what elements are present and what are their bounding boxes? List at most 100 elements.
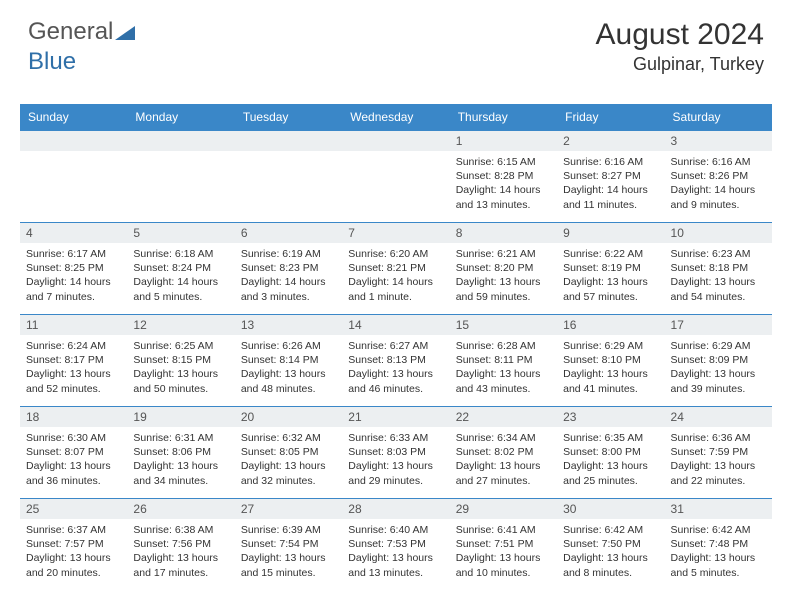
calendar-day-cell: 16Sunrise: 6:29 AMSunset: 8:10 PMDayligh…	[557, 315, 664, 407]
day-info: Sunrise: 6:17 AMSunset: 8:25 PMDaylight:…	[20, 243, 127, 306]
day-info: Sunrise: 6:42 AMSunset: 7:50 PMDaylight:…	[557, 519, 664, 582]
day-info: Sunrise: 6:39 AMSunset: 7:54 PMDaylight:…	[235, 519, 342, 582]
calendar-day-cell: 18Sunrise: 6:30 AMSunset: 8:07 PMDayligh…	[20, 407, 127, 499]
day-info: Sunrise: 6:34 AMSunset: 8:02 PMDaylight:…	[450, 427, 557, 490]
day-number-bar	[235, 131, 342, 151]
calendar-week-row: 11Sunrise: 6:24 AMSunset: 8:17 PMDayligh…	[20, 315, 772, 407]
calendar-day-cell: 24Sunrise: 6:36 AMSunset: 7:59 PMDayligh…	[665, 407, 772, 499]
calendar-day-cell: 31Sunrise: 6:42 AMSunset: 7:48 PMDayligh…	[665, 499, 772, 591]
calendar-day-cell: 27Sunrise: 6:39 AMSunset: 7:54 PMDayligh…	[235, 499, 342, 591]
day-info: Sunrise: 6:35 AMSunset: 8:00 PMDaylight:…	[557, 427, 664, 490]
day-number: 9	[557, 223, 664, 243]
calendar-table: SundayMondayTuesdayWednesdayThursdayFrid…	[20, 104, 772, 591]
calendar-day-cell	[235, 131, 342, 223]
day-info: Sunrise: 6:38 AMSunset: 7:56 PMDaylight:…	[127, 519, 234, 582]
day-number: 17	[665, 315, 772, 335]
calendar-week-row: 25Sunrise: 6:37 AMSunset: 7:57 PMDayligh…	[20, 499, 772, 591]
day-info: Sunrise: 6:29 AMSunset: 8:10 PMDaylight:…	[557, 335, 664, 398]
day-number: 16	[557, 315, 664, 335]
day-info: Sunrise: 6:28 AMSunset: 8:11 PMDaylight:…	[450, 335, 557, 398]
day-info: Sunrise: 6:31 AMSunset: 8:06 PMDaylight:…	[127, 427, 234, 490]
calendar-day-cell: 30Sunrise: 6:42 AMSunset: 7:50 PMDayligh…	[557, 499, 664, 591]
column-header: Friday	[557, 104, 664, 131]
calendar-day-cell: 14Sunrise: 6:27 AMSunset: 8:13 PMDayligh…	[342, 315, 449, 407]
calendar-day-cell: 29Sunrise: 6:41 AMSunset: 7:51 PMDayligh…	[450, 499, 557, 591]
calendar-head: SundayMondayTuesdayWednesdayThursdayFrid…	[20, 104, 772, 131]
day-number-bar	[20, 131, 127, 151]
calendar-day-cell	[20, 131, 127, 223]
calendar-day-cell: 17Sunrise: 6:29 AMSunset: 8:09 PMDayligh…	[665, 315, 772, 407]
day-info: Sunrise: 6:16 AMSunset: 8:27 PMDaylight:…	[557, 151, 664, 214]
day-number: 3	[665, 131, 772, 151]
day-number: 10	[665, 223, 772, 243]
day-number: 27	[235, 499, 342, 519]
day-info: Sunrise: 6:32 AMSunset: 8:05 PMDaylight:…	[235, 427, 342, 490]
calendar-day-cell: 13Sunrise: 6:26 AMSunset: 8:14 PMDayligh…	[235, 315, 342, 407]
day-number: 8	[450, 223, 557, 243]
day-number: 24	[665, 407, 772, 427]
day-info: Sunrise: 6:36 AMSunset: 7:59 PMDaylight:…	[665, 427, 772, 490]
day-number: 26	[127, 499, 234, 519]
calendar-day-cell: 11Sunrise: 6:24 AMSunset: 8:17 PMDayligh…	[20, 315, 127, 407]
day-number: 20	[235, 407, 342, 427]
day-number: 14	[342, 315, 449, 335]
day-number: 2	[557, 131, 664, 151]
column-header: Tuesday	[235, 104, 342, 131]
calendar-day-cell	[342, 131, 449, 223]
calendar-day-cell: 8Sunrise: 6:21 AMSunset: 8:20 PMDaylight…	[450, 223, 557, 315]
day-number: 22	[450, 407, 557, 427]
day-info: Sunrise: 6:26 AMSunset: 8:14 PMDaylight:…	[235, 335, 342, 398]
day-number-bar	[342, 131, 449, 151]
day-info: Sunrise: 6:16 AMSunset: 8:26 PMDaylight:…	[665, 151, 772, 214]
day-number: 19	[127, 407, 234, 427]
day-info: Sunrise: 6:24 AMSunset: 8:17 PMDaylight:…	[20, 335, 127, 398]
day-number: 25	[20, 499, 127, 519]
day-number: 12	[127, 315, 234, 335]
calendar-day-cell: 22Sunrise: 6:34 AMSunset: 8:02 PMDayligh…	[450, 407, 557, 499]
day-number: 13	[235, 315, 342, 335]
day-info: Sunrise: 6:37 AMSunset: 7:57 PMDaylight:…	[20, 519, 127, 582]
day-number: 18	[20, 407, 127, 427]
day-number: 1	[450, 131, 557, 151]
calendar-day-cell: 2Sunrise: 6:16 AMSunset: 8:27 PMDaylight…	[557, 131, 664, 223]
page-subtitle: Gulpinar, Turkey	[596, 54, 764, 75]
day-number: 6	[235, 223, 342, 243]
day-info: Sunrise: 6:25 AMSunset: 8:15 PMDaylight:…	[127, 335, 234, 398]
day-info: Sunrise: 6:30 AMSunset: 8:07 PMDaylight:…	[20, 427, 127, 490]
column-header: Wednesday	[342, 104, 449, 131]
day-info: Sunrise: 6:20 AMSunset: 8:21 PMDaylight:…	[342, 243, 449, 306]
day-info: Sunrise: 6:18 AMSunset: 8:24 PMDaylight:…	[127, 243, 234, 306]
calendar-week-row: 18Sunrise: 6:30 AMSunset: 8:07 PMDayligh…	[20, 407, 772, 499]
calendar-day-cell: 15Sunrise: 6:28 AMSunset: 8:11 PMDayligh…	[450, 315, 557, 407]
day-number: 11	[20, 315, 127, 335]
day-number: 7	[342, 223, 449, 243]
day-info: Sunrise: 6:21 AMSunset: 8:20 PMDaylight:…	[450, 243, 557, 306]
column-header: Saturday	[665, 104, 772, 131]
day-info: Sunrise: 6:22 AMSunset: 8:19 PMDaylight:…	[557, 243, 664, 306]
calendar-day-cell: 9Sunrise: 6:22 AMSunset: 8:19 PMDaylight…	[557, 223, 664, 315]
calendar-body: 1Sunrise: 6:15 AMSunset: 8:28 PMDaylight…	[20, 131, 772, 591]
column-header: Sunday	[20, 104, 127, 131]
calendar-day-cell: 19Sunrise: 6:31 AMSunset: 8:06 PMDayligh…	[127, 407, 234, 499]
day-info: Sunrise: 6:29 AMSunset: 8:09 PMDaylight:…	[665, 335, 772, 398]
logo-text-1: General	[28, 18, 113, 45]
logo-text-2: Blue	[28, 48, 76, 75]
day-number: 30	[557, 499, 664, 519]
calendar-day-cell: 25Sunrise: 6:37 AMSunset: 7:57 PMDayligh…	[20, 499, 127, 591]
calendar-day-cell: 12Sunrise: 6:25 AMSunset: 8:15 PMDayligh…	[127, 315, 234, 407]
calendar-day-cell: 23Sunrise: 6:35 AMSunset: 8:00 PMDayligh…	[557, 407, 664, 499]
calendar-day-cell: 7Sunrise: 6:20 AMSunset: 8:21 PMDaylight…	[342, 223, 449, 315]
calendar-day-cell: 20Sunrise: 6:32 AMSunset: 8:05 PMDayligh…	[235, 407, 342, 499]
calendar-week-row: 4Sunrise: 6:17 AMSunset: 8:25 PMDaylight…	[20, 223, 772, 315]
day-info: Sunrise: 6:40 AMSunset: 7:53 PMDaylight:…	[342, 519, 449, 582]
day-number: 28	[342, 499, 449, 519]
header: August 2024 Gulpinar, Turkey	[596, 18, 764, 75]
column-header: Thursday	[450, 104, 557, 131]
day-info: Sunrise: 6:42 AMSunset: 7:48 PMDaylight:…	[665, 519, 772, 582]
day-info: Sunrise: 6:23 AMSunset: 8:18 PMDaylight:…	[665, 243, 772, 306]
page-title: August 2024	[596, 18, 764, 52]
calendar-week-row: 1Sunrise: 6:15 AMSunset: 8:28 PMDaylight…	[20, 131, 772, 223]
calendar-day-cell: 5Sunrise: 6:18 AMSunset: 8:24 PMDaylight…	[127, 223, 234, 315]
column-header: Monday	[127, 104, 234, 131]
calendar-day-cell: 28Sunrise: 6:40 AMSunset: 7:53 PMDayligh…	[342, 499, 449, 591]
